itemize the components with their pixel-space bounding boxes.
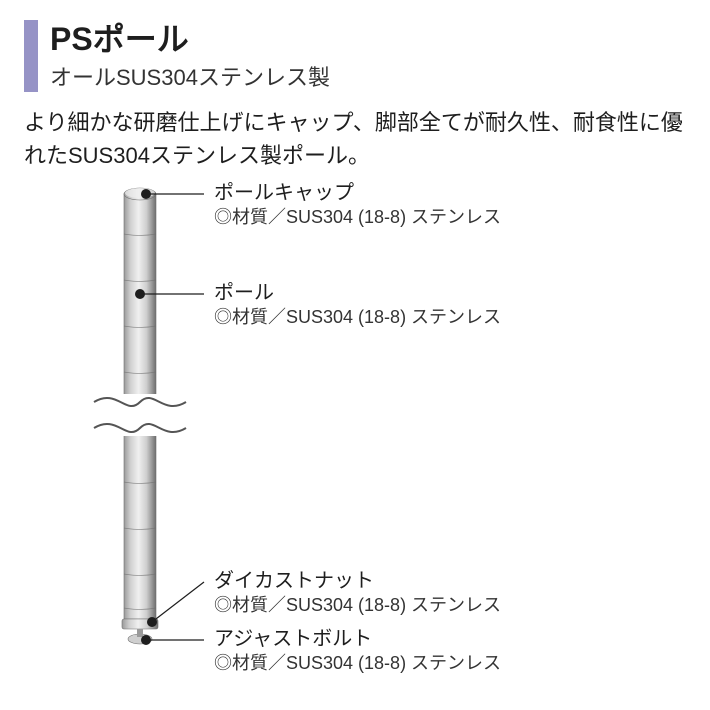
description-text: より細かな研磨仕上げにキャップ、脚部全てが耐久性、耐食性に優れたSUS304ステ… [24,106,686,172]
page-title: PSポール [50,20,330,58]
title-block: PSポール オールSUS304ステンレス製 [50,20,330,92]
diagram: ポールキャップ◎材質／SUS304 (18-8) ステンレスポール◎材質／SUS… [24,182,686,682]
callout-title-adjust-bolt: アジャストボルト [214,626,501,652]
callout-detail-pole: ◎材質／SUS304 (18-8) ステンレス [214,306,501,329]
page-subtitle: オールSUS304ステンレス製 [50,60,330,92]
callout-detail-adjust-bolt: ◎材質／SUS304 (18-8) ステンレス [214,652,501,675]
callout-detail-pole-cap: ◎材質／SUS304 (18-8) ステンレス [214,206,501,229]
callout-diecast-nut: ダイカストナット◎材質／SUS304 (18-8) ステンレス [214,568,501,617]
callout-title-diecast-nut: ダイカストナット [214,568,501,594]
callout-title-pole-cap: ポールキャップ [214,180,501,206]
accent-bar [24,20,38,92]
callout-detail-diecast-nut: ◎材質／SUS304 (18-8) ステンレス [214,594,501,617]
callout-pole: ポール◎材質／SUS304 (18-8) ステンレス [214,280,501,329]
header: PSポール オールSUS304ステンレス製 [24,20,686,92]
callout-pole-cap: ポールキャップ◎材質／SUS304 (18-8) ステンレス [214,180,501,229]
callout-title-pole: ポール [214,280,501,306]
callout-adjust-bolt: アジャストボルト◎材質／SUS304 (18-8) ステンレス [214,626,501,675]
